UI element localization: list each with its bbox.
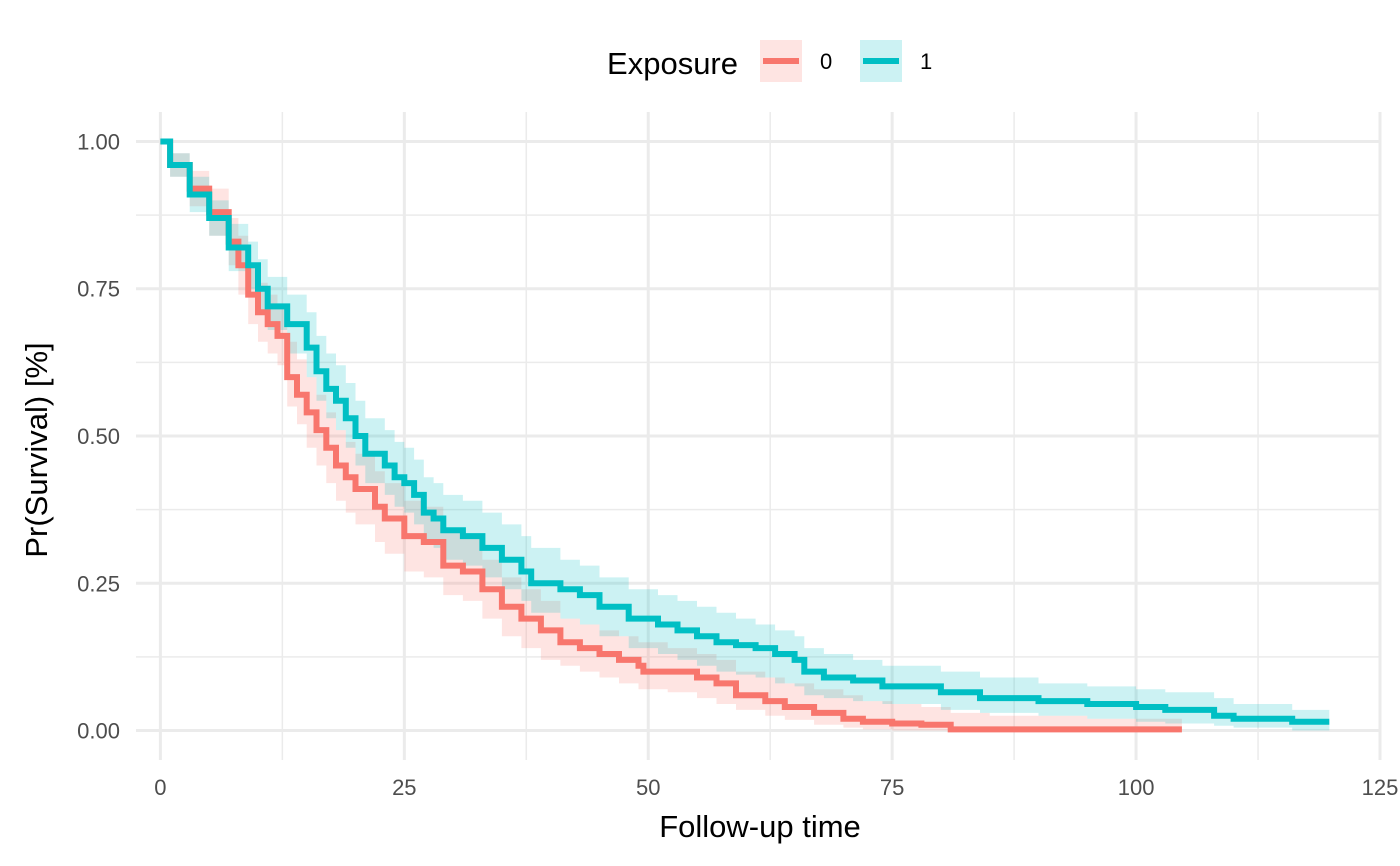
- x-tick-label: 50: [636, 775, 660, 800]
- x-tick-label: 75: [880, 775, 904, 800]
- x-tick-label: 100: [1118, 775, 1155, 800]
- legend-item-1: 1: [860, 40, 932, 82]
- legend: Exposure 0 1: [607, 40, 932, 82]
- y-tick-label: 1.00: [77, 129, 120, 154]
- confidence-bands: [160, 141, 1330, 731]
- y-axis-tick-labels: 0.00 0.25 0.50 0.75 1.00: [77, 129, 120, 743]
- legend-item-0: 0: [760, 40, 832, 82]
- x-tick-label: 25: [392, 775, 416, 800]
- x-tick-label: 0: [154, 775, 166, 800]
- survival-line-1: [160, 138, 1330, 725]
- legend-title: Exposure: [607, 46, 738, 81]
- x-axis-tick-labels: 0 25 50 75 100 125: [154, 775, 1398, 800]
- y-tick-label: 0.50: [77, 424, 120, 449]
- legend-label: 0: [820, 49, 832, 74]
- survival-lines: [160, 138, 1330, 733]
- x-axis-title: Follow-up time: [659, 809, 861, 844]
- grid-major: [136, 112, 1382, 760]
- y-tick-label: 0.75: [77, 277, 120, 302]
- y-tick-label: 0.25: [77, 571, 120, 596]
- legend-label: 1: [920, 49, 932, 74]
- survival-line-0: [160, 138, 1182, 733]
- y-tick-label: 0.00: [77, 719, 120, 744]
- x-tick-label: 125: [1362, 775, 1399, 800]
- y-axis-title: Pr(Survival) [%]: [19, 342, 54, 557]
- confidence-band-1: [160, 141, 1330, 731]
